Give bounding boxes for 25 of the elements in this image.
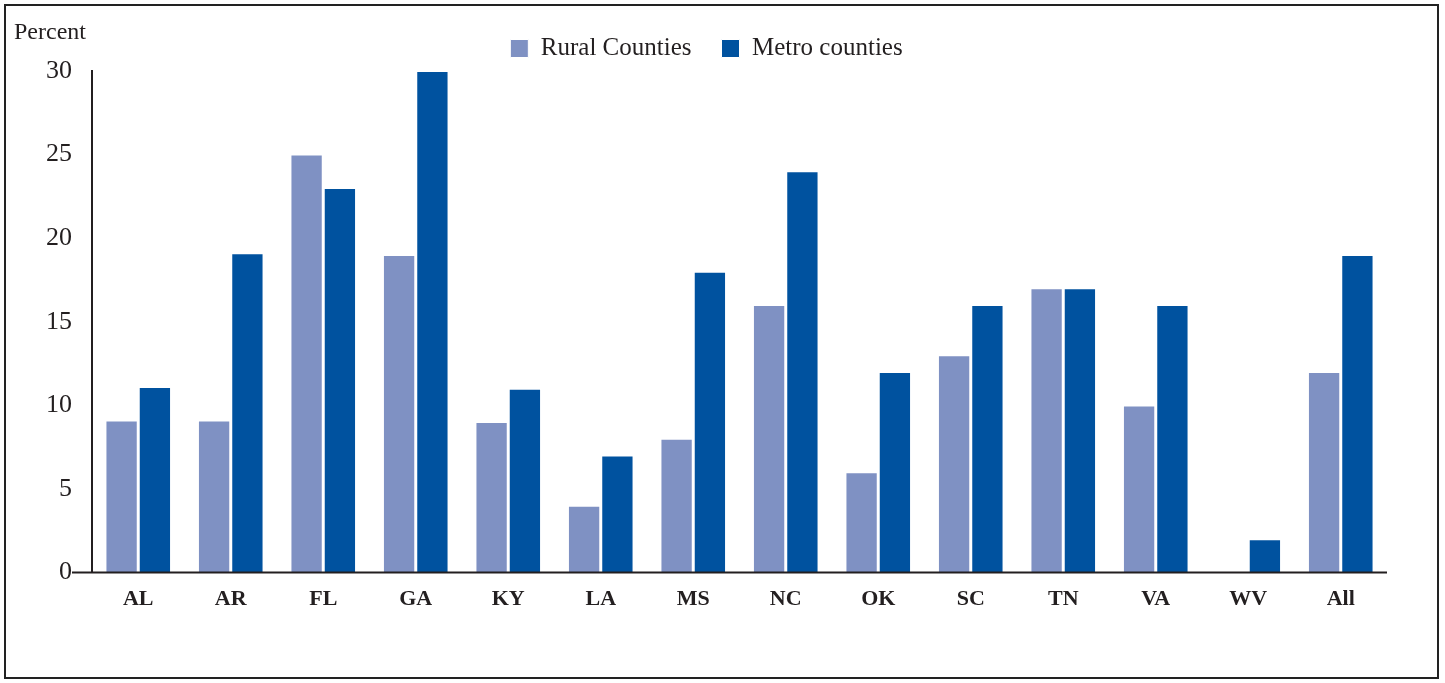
x-tick-label: MS (676, 585, 710, 611)
y-tick-label: 30 (46, 54, 72, 84)
y-tick-label: 15 (46, 305, 72, 335)
x-tick-label: VA (1141, 585, 1171, 611)
x-tick-label: AL (122, 585, 154, 611)
x-tick-label: FL (309, 585, 338, 611)
frame: Rural Counties Metro counties AL AR FL GA KY LA MS NC OK SC TN VA WV All 0 5 10 15 20 25 30 Percent (4, 4, 1439, 679)
y-axis-title: Percent (14, 18, 87, 45)
x-tick-label: OK (861, 585, 896, 611)
x-tick-label: GA (399, 585, 433, 611)
y-tick-label: 25 (46, 138, 72, 168)
x-tick-label: All (1326, 585, 1355, 611)
y-tick-label: 20 (46, 222, 72, 252)
x-tick-label: KY (491, 585, 525, 611)
x-tick-label: SC (956, 585, 985, 611)
x-tick-label: WV (1229, 585, 1268, 611)
x-tick-label: TN (1047, 585, 1079, 611)
x-tick-label: AR (214, 585, 248, 611)
y-tick-label: 0 (59, 556, 72, 586)
legend-label: Metro counties (752, 33, 903, 61)
x-tick-label: LA (585, 585, 617, 611)
y-tick-label: 5 (59, 472, 72, 502)
y-tick-label: 10 (46, 389, 72, 419)
x-tick-label: NC (769, 585, 802, 611)
legend-label: Rural Counties (540, 33, 692, 61)
